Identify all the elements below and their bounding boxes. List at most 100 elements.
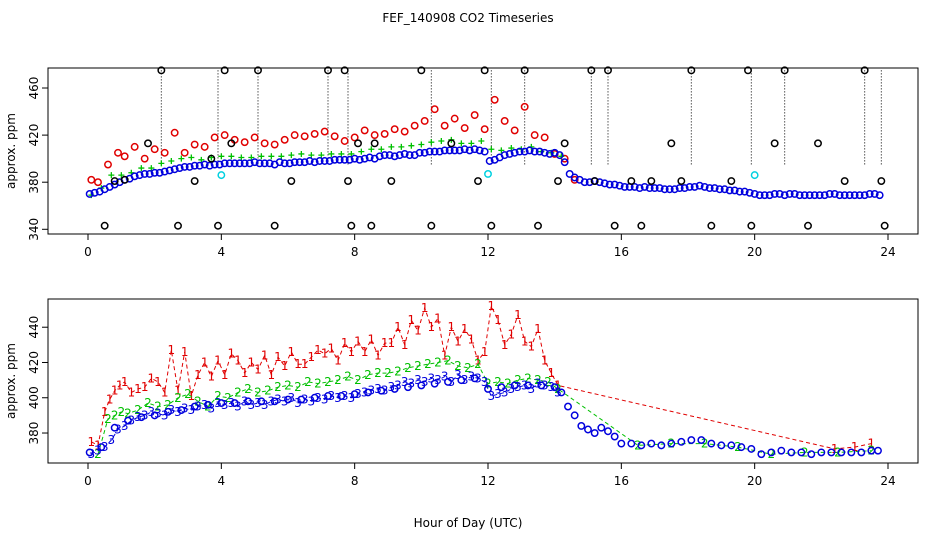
bottom-point-3: 3 (414, 373, 422, 387)
bottom-point-2: 2 (414, 359, 422, 373)
top-point-black (587, 66, 596, 75)
top-point-blue (660, 185, 669, 194)
bottom-point-circles (727, 441, 736, 450)
bottom-point-circles (737, 443, 746, 452)
top-point-blue (360, 154, 369, 163)
top-point-red (530, 131, 539, 140)
bottom-point-2: 2 (274, 380, 282, 394)
top-point-blue (465, 146, 474, 155)
top-point-black (747, 221, 756, 230)
top-point-green (498, 147, 505, 154)
top-point-red (114, 148, 122, 157)
top-point-blue (175, 164, 184, 173)
top-y-tick-label: 420 (27, 124, 41, 147)
top-point-blue (350, 154, 359, 163)
bottom-point-circles (364, 388, 372, 397)
bottom-point-1: 1 (528, 340, 536, 354)
bottom-point-1: 1 (541, 354, 549, 368)
top-point-blue (695, 181, 704, 190)
top-point-blue (235, 159, 244, 168)
top-point-blue (240, 159, 249, 168)
top-point-black (667, 139, 676, 148)
top-point-blue (615, 181, 624, 190)
top-point-green (408, 142, 415, 149)
bottom-point-circles (217, 399, 226, 407)
top-point-blue (815, 191, 824, 200)
top-point-red (260, 139, 269, 148)
top-point-red (500, 117, 509, 125)
top-point-blue (810, 191, 819, 200)
top-point-blue (870, 190, 879, 198)
bottom-point-1: 1 (154, 375, 162, 389)
bottom-series-line-2 (97, 360, 872, 455)
bottom-point-2: 2 (444, 354, 452, 368)
bottom-point-circles (874, 446, 882, 455)
top-point-black (840, 177, 849, 185)
bottom-point-2: 2 (164, 398, 172, 412)
bottom-point-1: 1 (354, 334, 362, 348)
bottom-point-2: 2 (118, 405, 126, 419)
top-point-blue (420, 148, 429, 157)
top-point-blue (760, 191, 769, 200)
top-point-black (214, 221, 222, 230)
bottom-point-3: 3 (248, 398, 256, 412)
bottom-point-1: 1 (441, 348, 449, 362)
top-point-red (120, 152, 129, 161)
top-point-red (540, 133, 549, 142)
top-point-red (280, 135, 289, 144)
top-point-blue (705, 184, 714, 193)
top-point-black (647, 177, 656, 185)
top-point-black (100, 221, 109, 230)
top-point-blue (680, 184, 689, 193)
top-point-blue (670, 185, 679, 194)
top-point-blue (170, 165, 179, 174)
bottom-point-circles (657, 441, 666, 450)
bottom-point-2: 2 (174, 391, 182, 405)
top-point-red (390, 125, 399, 134)
bottom-point-circles (687, 436, 696, 445)
bottom-point-circles (430, 379, 439, 388)
bottom-point-3: 3 (481, 375, 489, 389)
top-point-blue (855, 191, 864, 200)
top-point-blue (460, 145, 469, 154)
top-point-red (470, 111, 479, 120)
top-y-axis-label: approx. ppm (4, 113, 18, 189)
bottom-point-2: 2 (244, 382, 252, 396)
top-point-blue (130, 172, 139, 181)
bottom-point-3: 3 (494, 387, 502, 401)
top-point-green (188, 154, 195, 161)
top-point-blue (650, 184, 659, 193)
bottom-x-tick-label: 16 (614, 474, 629, 488)
bottom-point-3: 3 (401, 375, 409, 389)
top-point-blue (205, 161, 214, 170)
top-point-blue (640, 182, 649, 191)
top-point-green (198, 156, 205, 163)
top-point-green (258, 153, 265, 160)
bottom-point-3: 3 (454, 368, 462, 382)
top-point-red (140, 154, 149, 163)
top-point-green (298, 150, 305, 157)
bottom-point-3: 3 (308, 394, 316, 408)
bottom-point-circles (177, 406, 186, 415)
top-point-black (860, 66, 869, 75)
bottom-point-circles (577, 422, 586, 430)
top-point-blue (150, 168, 159, 177)
top-point-blue (390, 152, 399, 161)
top-point-black (427, 221, 436, 230)
top-point-blue (280, 159, 289, 168)
bottom-point-1: 1 (281, 359, 289, 373)
bottom-point-1: 1 (268, 368, 276, 382)
top-point-blue (805, 191, 814, 200)
top-point-black (347, 221, 356, 230)
top-point-red (410, 121, 419, 130)
top-point-black (480, 66, 489, 75)
bottom-point-2: 2 (701, 437, 709, 451)
top-y-tick-label: 380 (27, 171, 41, 194)
bottom-point-1: 1 (141, 380, 149, 394)
top-point-blue (710, 184, 719, 193)
top-point-black (560, 139, 569, 148)
top-point-green (178, 155, 185, 162)
